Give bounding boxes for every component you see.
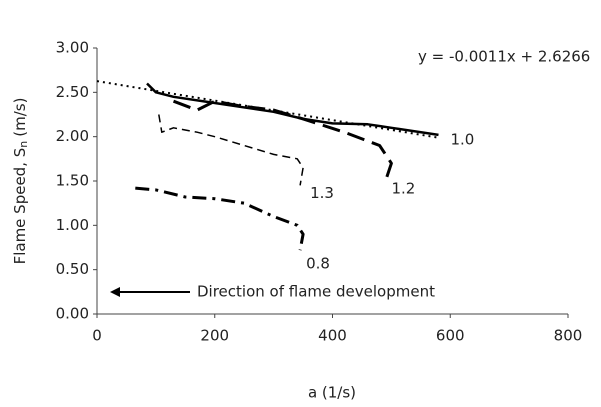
y-axis-label: Flame Speed, Sn (m/s): [11, 98, 31, 265]
arrow-head: [110, 287, 120, 297]
y-label-unit: (m/s): [11, 98, 29, 137]
x-tick-label: 200: [200, 327, 229, 345]
y-tick-label: 1.00: [56, 216, 89, 234]
series-line: [172, 99, 393, 182]
x-tick-label: 600: [436, 327, 465, 345]
y-tick-label: 1.50: [56, 172, 89, 190]
y-tick-label: 3.00: [56, 39, 89, 57]
series-line: [158, 114, 304, 186]
x-tick-label: 400: [318, 327, 347, 345]
series-line: [146, 82, 439, 137]
y-tick-label: 0.00: [56, 305, 89, 323]
trend-equation: y = -0.0011x + 2.6266: [418, 48, 590, 66]
trendline: [96, 80, 439, 139]
y-label-sub: n: [17, 141, 30, 148]
y-tick-label: 0.50: [56, 260, 89, 278]
y-tick-label: 2.50: [56, 83, 89, 101]
annotation: Direction of flame development: [197, 283, 435, 301]
series-label: 1.2: [391, 180, 415, 198]
series-label: 0.8: [306, 255, 330, 273]
y-tick-label: 2.00: [56, 127, 89, 145]
x-tick-label: 800: [554, 327, 583, 345]
x-tick-label: 0: [92, 327, 102, 345]
x-axis-label: a (1/s): [308, 384, 356, 402]
y-label-main: Flame Speed, S: [11, 148, 29, 265]
series-label: 1.0: [450, 130, 474, 148]
series-label: 1.3: [310, 184, 334, 202]
series-line: [135, 186, 305, 251]
